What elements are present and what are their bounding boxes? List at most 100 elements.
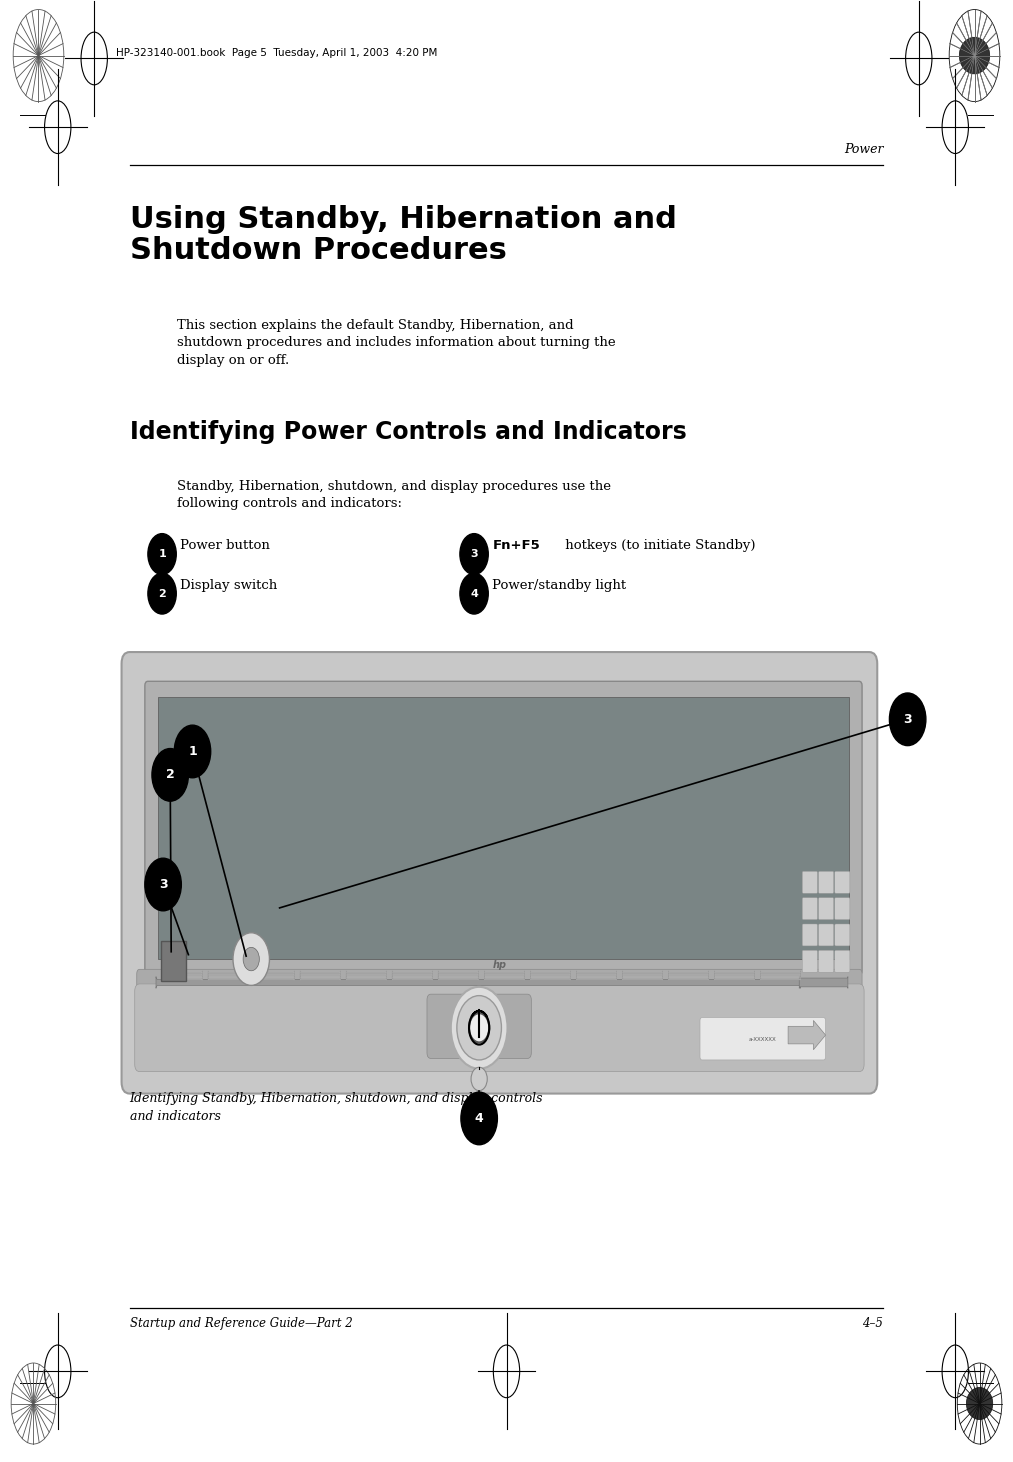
FancyBboxPatch shape [392,972,433,977]
Text: 3: 3 [470,550,478,558]
FancyBboxPatch shape [254,974,295,978]
FancyBboxPatch shape [714,971,755,974]
Text: Power: Power [844,143,883,156]
FancyBboxPatch shape [300,972,340,977]
FancyBboxPatch shape [576,978,617,981]
Circle shape [471,1067,487,1091]
FancyBboxPatch shape [761,978,800,981]
FancyBboxPatch shape [392,974,433,978]
Text: Identifying Standby, Hibernation, shutdown, and display controls
and indicators: Identifying Standby, Hibernation, shutdo… [130,1092,543,1123]
FancyBboxPatch shape [819,950,834,972]
FancyBboxPatch shape [439,974,478,978]
Text: 3: 3 [159,879,167,890]
Circle shape [461,1092,497,1145]
FancyBboxPatch shape [835,871,850,893]
FancyBboxPatch shape [300,971,340,974]
FancyBboxPatch shape [346,974,386,978]
FancyBboxPatch shape [439,972,478,977]
Circle shape [460,534,488,575]
FancyBboxPatch shape [714,978,755,981]
FancyBboxPatch shape [484,974,525,978]
FancyBboxPatch shape [300,977,340,980]
Circle shape [148,573,176,614]
FancyBboxPatch shape [530,978,570,981]
Circle shape [233,933,269,985]
Circle shape [469,1013,489,1042]
FancyBboxPatch shape [530,972,570,977]
FancyBboxPatch shape [300,978,340,981]
FancyBboxPatch shape [622,974,663,978]
FancyBboxPatch shape [835,898,850,920]
Text: Standby, Hibernation, shutdown, and display procedures use the
following control: Standby, Hibernation, shutdown, and disp… [177,480,611,510]
FancyBboxPatch shape [819,924,834,946]
Text: 4–5: 4–5 [862,1317,883,1330]
FancyBboxPatch shape [254,977,295,980]
FancyBboxPatch shape [669,971,708,974]
FancyBboxPatch shape [346,977,386,980]
FancyBboxPatch shape [622,978,663,981]
FancyBboxPatch shape [162,971,203,974]
FancyBboxPatch shape [835,950,850,972]
FancyBboxPatch shape [669,978,708,981]
Circle shape [145,858,181,911]
FancyBboxPatch shape [700,1018,826,1060]
Text: 4: 4 [470,589,478,598]
FancyBboxPatch shape [714,974,755,978]
FancyBboxPatch shape [576,974,617,978]
FancyBboxPatch shape [158,697,849,959]
FancyBboxPatch shape [819,898,834,920]
Circle shape [174,725,211,778]
FancyBboxPatch shape [761,972,800,977]
Text: HP-323140-001.book  Page 5  Tuesday, April 1, 2003  4:20 PM: HP-323140-001.book Page 5 Tuesday, April… [116,48,438,58]
FancyBboxPatch shape [484,971,525,974]
FancyBboxPatch shape [530,971,570,974]
FancyBboxPatch shape [622,977,663,980]
Text: 2: 2 [166,769,174,781]
FancyArrow shape [788,1020,826,1050]
Text: 1: 1 [158,550,166,558]
FancyBboxPatch shape [392,971,433,974]
FancyBboxPatch shape [208,978,248,981]
FancyBboxPatch shape [484,977,525,980]
Circle shape [243,947,259,971]
FancyBboxPatch shape [254,972,295,977]
FancyBboxPatch shape [145,681,862,975]
FancyBboxPatch shape [208,972,248,977]
FancyBboxPatch shape [439,971,478,974]
FancyBboxPatch shape [208,977,248,980]
FancyBboxPatch shape [761,974,800,978]
Text: hotkeys (to initiate Standby): hotkeys (to initiate Standby) [561,539,756,553]
FancyBboxPatch shape [835,924,850,946]
FancyBboxPatch shape [530,974,570,978]
FancyBboxPatch shape [484,978,525,981]
FancyBboxPatch shape [254,971,295,974]
Circle shape [152,749,188,801]
FancyBboxPatch shape [346,972,386,977]
Text: Power/standby light: Power/standby light [492,579,626,592]
Text: Power button: Power button [180,539,270,553]
FancyBboxPatch shape [576,971,617,974]
FancyBboxPatch shape [761,977,800,980]
FancyBboxPatch shape [669,972,708,977]
Text: Display switch: Display switch [180,579,278,592]
Text: Startup and Reference Guide—Part 2: Startup and Reference Guide—Part 2 [130,1317,353,1330]
FancyBboxPatch shape [427,994,531,1058]
Circle shape [889,693,926,746]
Text: Identifying Power Controls and Indicators: Identifying Power Controls and Indicator… [130,420,687,443]
FancyBboxPatch shape [799,977,848,988]
FancyBboxPatch shape [802,898,817,920]
FancyBboxPatch shape [761,971,800,974]
FancyBboxPatch shape [802,924,817,946]
FancyBboxPatch shape [162,978,203,981]
Text: This section explains the default Standby, Hibernation, and
shutdown procedures : This section explains the default Standb… [177,319,616,367]
FancyBboxPatch shape [576,972,617,977]
FancyBboxPatch shape [622,972,663,977]
Ellipse shape [959,37,990,75]
FancyBboxPatch shape [346,978,386,981]
Circle shape [457,996,501,1060]
FancyBboxPatch shape [576,977,617,980]
FancyBboxPatch shape [669,974,708,978]
Text: Fn+F5: Fn+F5 [492,539,540,553]
FancyBboxPatch shape [714,972,755,977]
Text: hp: hp [492,961,506,969]
